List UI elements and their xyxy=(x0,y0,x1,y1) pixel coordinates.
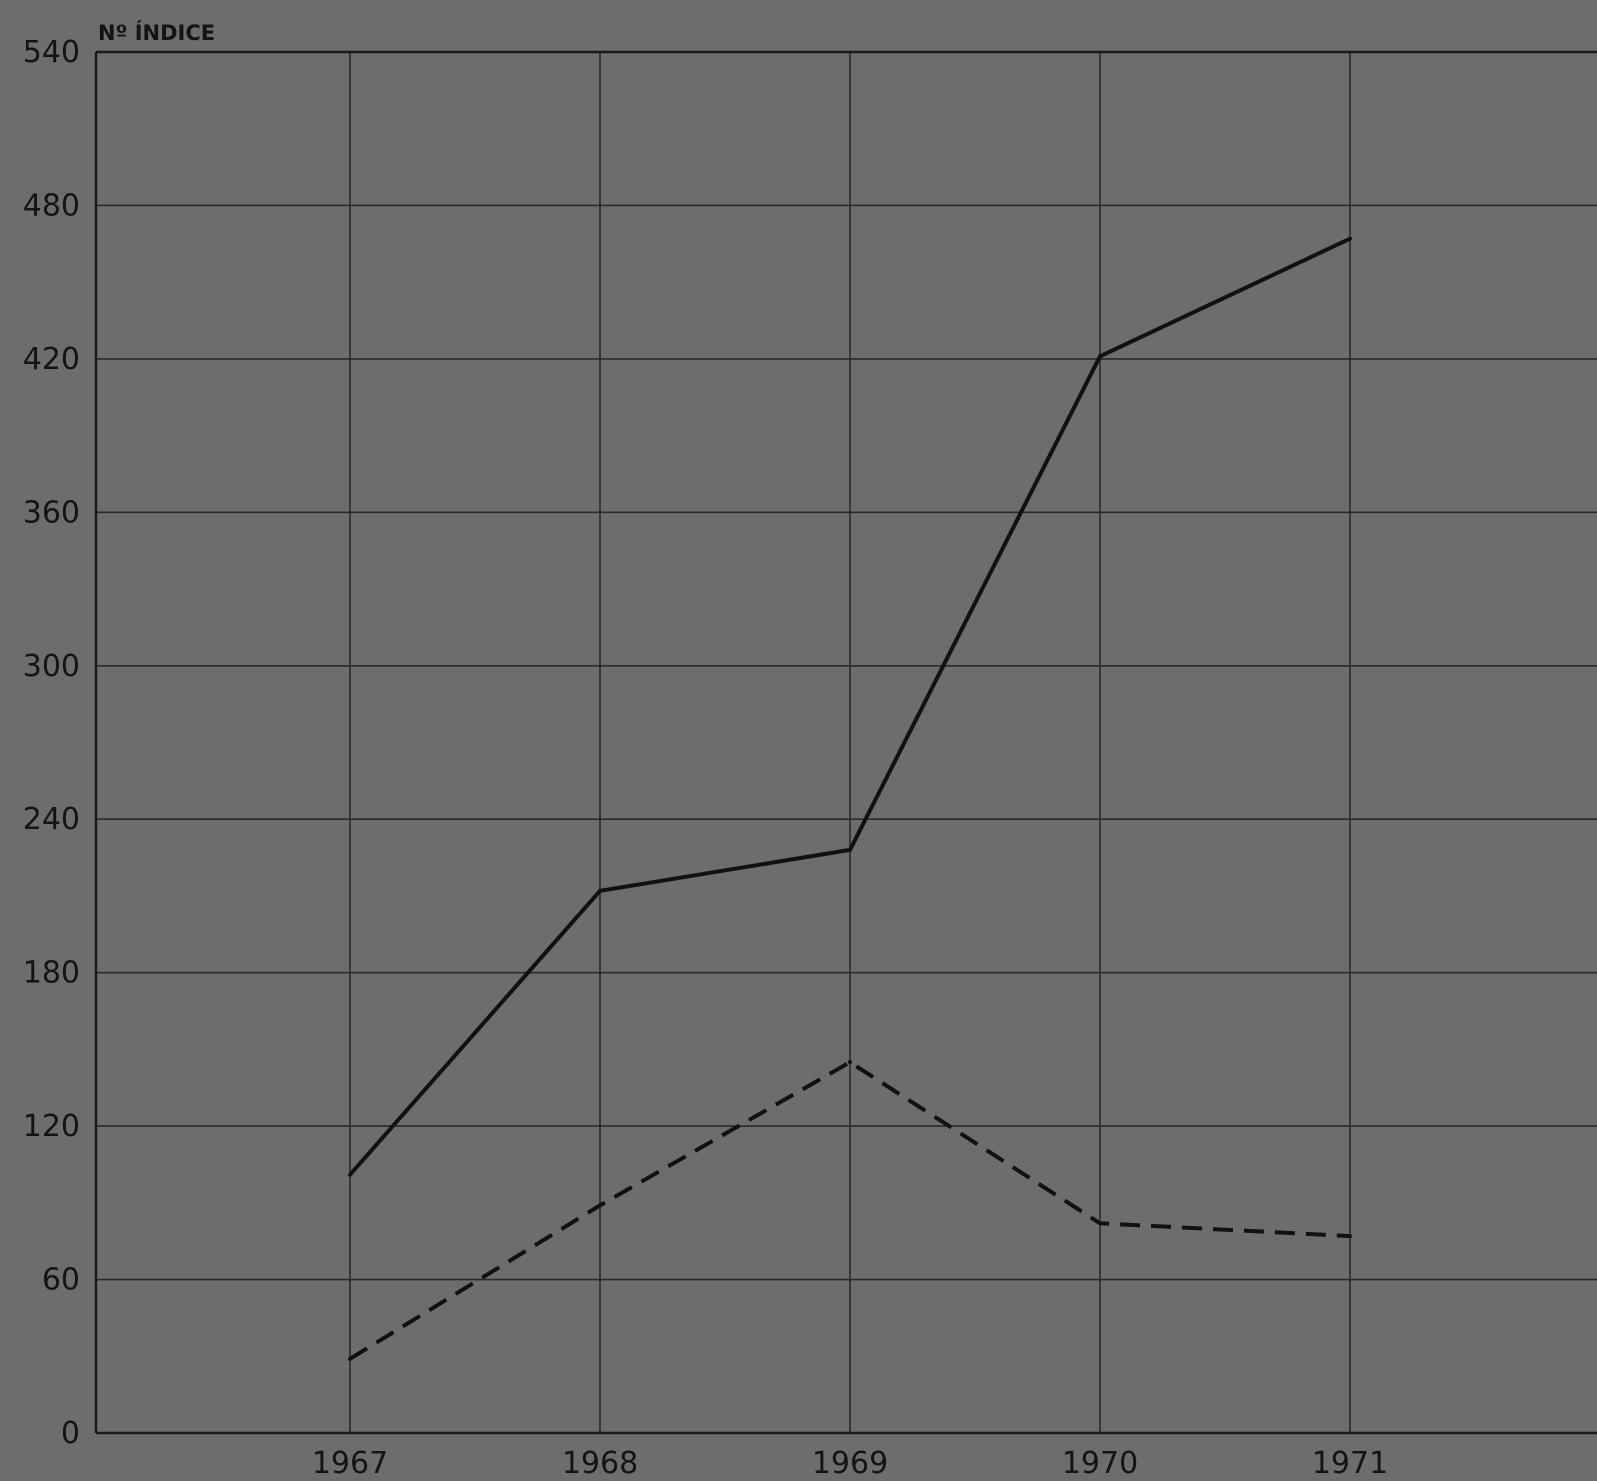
x-tick-label-1971: 1971 xyxy=(1312,1446,1388,1481)
data-point-solid-1967 xyxy=(348,1172,352,1177)
y-axis-title: Nº ÍNDICE xyxy=(98,20,215,45)
series-group xyxy=(348,236,1352,1361)
data-point-dashed-1967 xyxy=(348,1356,352,1361)
grid xyxy=(96,51,1597,1433)
data-point-solid-1969 xyxy=(848,847,852,852)
y-tick-label-480: 480 xyxy=(23,188,80,223)
x-tick-label-1968: 1968 xyxy=(562,1446,638,1481)
y-tick-label-180: 180 xyxy=(23,956,80,991)
y-tick-label-60: 60 xyxy=(42,1263,80,1298)
axes xyxy=(94,50,1597,1435)
y-tick-labels: 0 60 120 180 240 300 360 420 480 540 xyxy=(23,35,80,1451)
data-point-dashed-1970 xyxy=(1098,1221,1102,1226)
data-point-solid-1971 xyxy=(1348,236,1352,241)
x-tick-labels: 1967 1968 1969 1970 1971 xyxy=(312,1446,1388,1481)
x-tick-label-1970: 1970 xyxy=(1062,1446,1138,1481)
x-tick-label-1967: 1967 xyxy=(312,1446,388,1481)
series-line-dashed xyxy=(348,1060,1351,1361)
data-point-dashed-1968 xyxy=(598,1203,602,1208)
data-point-dashed-1969 xyxy=(848,1060,852,1065)
data-point-dashed-1971 xyxy=(1348,1234,1352,1239)
y-tick-label-120: 120 xyxy=(23,1109,80,1144)
y-tick-label-540: 540 xyxy=(23,35,80,70)
y-tick-label-240: 240 xyxy=(23,802,80,837)
y-tick-label-360: 360 xyxy=(23,495,80,530)
data-point-solid-1968 xyxy=(598,888,602,893)
y-tick-label-300: 300 xyxy=(23,649,80,684)
data-point-solid-1970 xyxy=(1098,354,1102,359)
y-tick-label-0: 0 xyxy=(61,1416,80,1451)
x-tick-label-1969: 1969 xyxy=(812,1446,888,1481)
y-tick-label-420: 420 xyxy=(23,342,80,377)
